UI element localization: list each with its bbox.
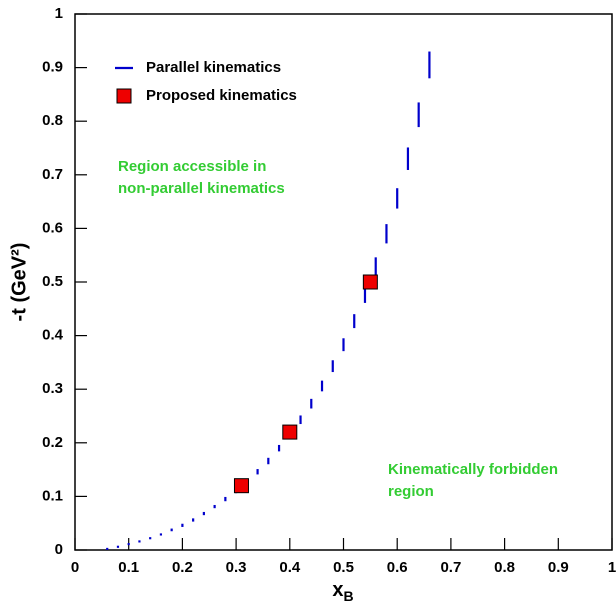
x-axis-label: xB <box>332 579 353 603</box>
x-tick-label: 0.3 <box>226 559 247 576</box>
x-tick-label: 1 <box>608 559 616 576</box>
y-tick-label: 0 <box>55 541 63 558</box>
legend-label: Proposed kinematics <box>146 87 297 104</box>
y-tick-label: 0.8 <box>42 112 63 129</box>
y-tick-label: 0.7 <box>42 166 63 183</box>
annotation: region <box>388 483 434 500</box>
x-tick-label: 0.4 <box>279 559 301 576</box>
x-tick-label: 0 <box>71 559 79 576</box>
annotation: Region accessible in <box>118 158 266 175</box>
y-tick-label: 0.3 <box>42 380 63 397</box>
y-tick-label: 0.5 <box>42 273 63 290</box>
x-axis-label-main: x <box>332 579 343 601</box>
y-axis-label: -t (GeV²) <box>8 243 30 322</box>
x-tick-label: 0.8 <box>494 559 515 576</box>
y-tick-label: 1 <box>55 5 63 22</box>
x-tick-label: 0.9 <box>548 559 569 576</box>
marker <box>282 424 298 440</box>
y-tick-label: 0.9 <box>42 59 63 76</box>
x-tick-label: 0.1 <box>118 559 139 576</box>
y-tick-label: 0.2 <box>42 434 63 451</box>
legend-label: Parallel kinematics <box>146 59 281 76</box>
y-tick-label: 0.6 <box>42 219 63 236</box>
x-tick-label: 0.2 <box>172 559 193 576</box>
marker <box>233 478 249 494</box>
x-tick-label: 0.7 <box>440 559 461 576</box>
x-axis-label-sub: B <box>344 588 354 603</box>
legend-swatch <box>116 88 132 104</box>
x-tick-label: 0.6 <box>387 559 408 576</box>
annotation: Kinematically forbidden <box>388 461 558 478</box>
y-tick-label: 0.4 <box>42 327 64 344</box>
marker <box>362 274 378 290</box>
x-tick-label: 0.5 <box>333 559 354 576</box>
y-tick-label: 0.1 <box>42 487 63 504</box>
annotation: non-parallel kinematics <box>118 180 285 197</box>
